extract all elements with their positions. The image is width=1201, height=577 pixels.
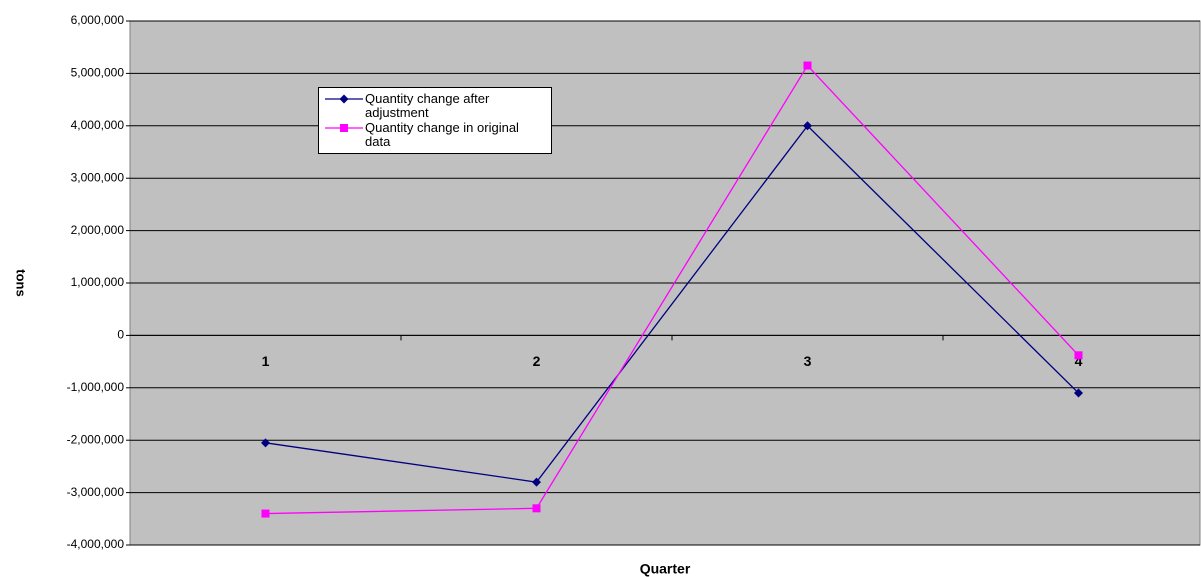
y-tick-label: -3,000,000 <box>67 485 125 499</box>
marker <box>803 61 812 70</box>
marker <box>261 509 270 518</box>
marker <box>1074 388 1083 398</box>
y-axis-label: tons <box>14 269 29 296</box>
legend-label: Quantity change after adjustment <box>365 91 490 120</box>
legend: Quantity change after adjustment Quantity… <box>318 87 552 154</box>
x-tick-label: 3 <box>804 353 812 369</box>
legend-item: Quantity change in original data <box>323 121 547 149</box>
marker <box>532 504 541 513</box>
y-tick-label: 6,000,000 <box>71 13 125 27</box>
x-tick-label: 4 <box>1075 353 1083 369</box>
marker <box>261 438 270 448</box>
marker <box>1074 351 1083 360</box>
marker <box>532 477 541 487</box>
y-tick-label: 4,000,000 <box>71 118 125 132</box>
legend-swatch <box>325 94 363 104</box>
legend-item: Quantity change after adjustment <box>323 92 547 120</box>
marker <box>339 94 349 104</box>
y-tick-label: 0 <box>117 328 124 342</box>
x-tick-label: 1 <box>262 353 270 369</box>
y-tick-label: 3,000,000 <box>71 170 125 184</box>
y-tick-label: -1,000,000 <box>67 380 125 394</box>
marker <box>803 121 812 131</box>
legend-swatch <box>325 124 363 132</box>
y-tick-label: -2,000,000 <box>67 432 125 446</box>
y-tick-label: 1,000,000 <box>71 275 125 289</box>
y-tick-label: -4,000,000 <box>67 537 125 551</box>
x-axis-label: Quarter <box>640 561 691 577</box>
y-tick-label: 2,000,000 <box>71 223 125 237</box>
y-tick-label: 5,000,000 <box>71 66 125 80</box>
series-line <box>265 64 1079 515</box>
legend-label: Quantity change in original data <box>365 120 519 149</box>
series-line <box>265 124 1079 483</box>
marker <box>340 124 348 132</box>
x-tick-label: 2 <box>533 353 541 369</box>
